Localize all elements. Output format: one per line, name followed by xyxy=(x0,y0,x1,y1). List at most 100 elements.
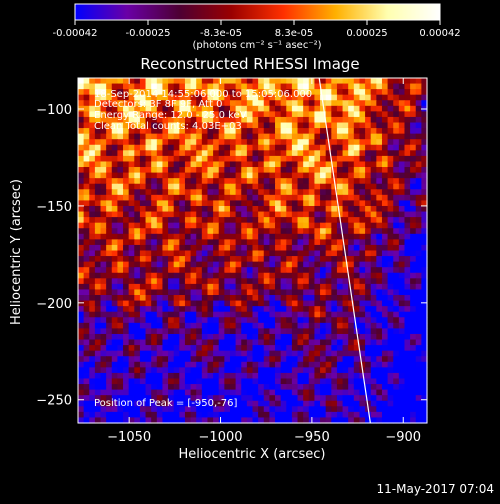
heatmap-cell xyxy=(168,372,175,380)
heatmap-cell xyxy=(78,205,85,213)
heatmap-cell xyxy=(297,278,304,285)
heatmap-cell xyxy=(241,233,248,240)
heatmap-cell xyxy=(106,339,113,346)
heatmap-cell xyxy=(134,116,141,124)
heatmap-cell xyxy=(275,167,282,174)
heatmap-cell xyxy=(128,133,135,140)
heatmap-cell xyxy=(365,300,372,307)
heatmap-cell xyxy=(190,378,197,385)
heatmap-cell xyxy=(173,111,180,118)
heatmap-cell xyxy=(365,322,372,329)
heatmap-cell xyxy=(393,211,400,218)
heatmap-cell xyxy=(117,167,124,174)
heatmap-cell xyxy=(314,228,321,235)
heatmap-cell xyxy=(331,395,338,402)
heatmap-cell xyxy=(359,205,366,213)
heatmap-cell xyxy=(89,139,96,146)
heatmap-cell xyxy=(213,411,220,419)
heatmap-cell xyxy=(359,278,366,285)
heatmap-cell xyxy=(196,261,203,268)
heatmap-cell xyxy=(100,389,107,396)
heatmap-cell xyxy=(320,283,327,291)
heatmap-cell xyxy=(83,100,90,107)
heatmap-cell xyxy=(314,256,321,263)
heatmap-cell xyxy=(229,233,237,240)
heatmap-cell xyxy=(269,322,276,329)
heatmap-cell xyxy=(145,356,152,363)
heatmap-cell xyxy=(179,200,186,207)
heatmap-cell xyxy=(139,105,147,112)
heatmap-cell xyxy=(235,361,242,368)
heatmap-cell xyxy=(314,333,321,341)
heatmap-cell xyxy=(123,167,130,174)
heatmap-cell xyxy=(246,289,254,296)
heatmap-cell xyxy=(168,244,175,252)
heatmap-cell xyxy=(387,400,394,407)
y-tick-label: −200 xyxy=(36,297,72,312)
heatmap-cell xyxy=(78,306,85,313)
heatmap-cell xyxy=(342,333,349,341)
heatmap-cell xyxy=(398,200,406,207)
heatmap-cell xyxy=(145,111,152,118)
heatmap-cell xyxy=(286,239,293,246)
heatmap-cell xyxy=(201,272,209,279)
heatmap-cell xyxy=(353,278,361,285)
heatmap-cell xyxy=(235,384,242,391)
heatmap-cell xyxy=(145,233,152,240)
heatmap-cell xyxy=(415,194,422,202)
heatmap-cell xyxy=(218,317,225,324)
heatmap-cell xyxy=(94,278,102,285)
heatmap-cell xyxy=(207,267,214,274)
heatmap-cell xyxy=(123,367,130,374)
heatmap-cell xyxy=(190,239,197,246)
heatmap-cell xyxy=(415,384,422,391)
heatmap-cell xyxy=(269,139,276,146)
heatmap-cell xyxy=(353,116,361,124)
heatmap-cell xyxy=(213,205,220,213)
heatmap-cell xyxy=(303,244,310,252)
heatmap-cell xyxy=(184,311,192,318)
heatmap-cell xyxy=(297,389,304,396)
heatmap-cell xyxy=(263,167,270,174)
heatmap-cell xyxy=(123,178,130,185)
heatmap-cell xyxy=(145,189,152,196)
heatmap-cell xyxy=(381,239,389,246)
heatmap-cell xyxy=(123,333,130,341)
heatmap-cell xyxy=(184,105,192,112)
heatmap-cell xyxy=(184,400,192,407)
heatmap-cell xyxy=(213,239,220,246)
heatmap-cell xyxy=(173,155,180,163)
heatmap-cell xyxy=(308,228,316,235)
heatmap-cell xyxy=(353,200,361,207)
heatmap-cell xyxy=(224,139,231,146)
heatmap-cell xyxy=(393,350,400,357)
heatmap-cell xyxy=(213,311,220,318)
heatmap-cell xyxy=(353,194,361,202)
heatmap-cell xyxy=(342,272,349,279)
heatmap-cell xyxy=(241,128,248,135)
heatmap-cell xyxy=(196,222,203,229)
heatmap-cell xyxy=(370,89,377,96)
heatmap-cell xyxy=(196,311,203,318)
heatmap-cell xyxy=(269,161,276,168)
heatmap-cell xyxy=(303,200,310,207)
heatmap-cell xyxy=(83,217,90,224)
heatmap-cell xyxy=(246,155,254,163)
heatmap-cell xyxy=(404,345,411,352)
heatmap-cell xyxy=(291,378,299,385)
heatmap-cell xyxy=(184,111,192,118)
heatmap-cell xyxy=(94,150,102,157)
heatmap-cell xyxy=(353,356,361,363)
heatmap-cell xyxy=(370,267,377,274)
heatmap-cell xyxy=(190,406,197,413)
heatmap-cell xyxy=(263,133,270,140)
heatmap-cell xyxy=(111,150,118,157)
annotation-energy-range: Energy Range: 12.0 - 25.0 keV xyxy=(94,110,247,121)
heatmap-cell xyxy=(190,261,197,268)
heatmap-cell xyxy=(286,217,293,224)
heatmap-cell xyxy=(387,356,394,363)
heatmap-cell xyxy=(325,333,332,341)
heatmap-cell xyxy=(308,395,316,402)
heatmap-cell xyxy=(280,133,287,140)
heatmap-cell xyxy=(421,317,428,324)
